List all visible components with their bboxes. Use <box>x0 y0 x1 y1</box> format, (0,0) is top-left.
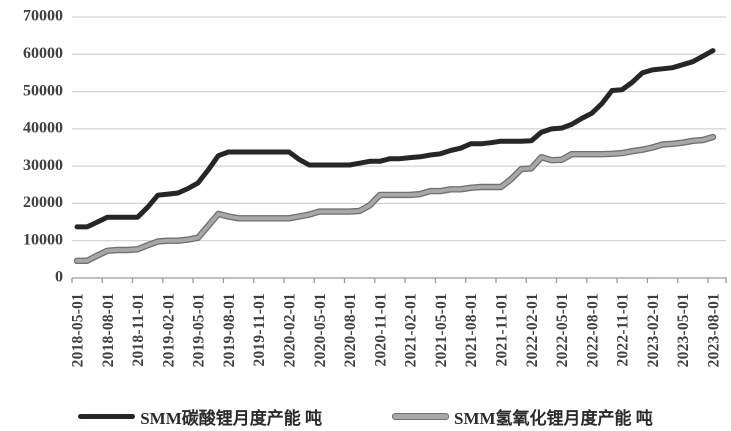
svg-text:2019-05-01: 2019-05-01 <box>191 293 208 367</box>
legend-item-lithium-hydroxide: SMM氢氧化锂月度产能 吨 <box>392 404 653 429</box>
svg-text:2020-08-01: 2020-08-01 <box>342 293 359 367</box>
svg-text:2021-08-01: 2021-08-01 <box>463 293 480 367</box>
series-lithium-hydroxide-line <box>73 133 717 264</box>
series-lithium-carbonate-line <box>74 48 716 230</box>
svg-text:30000: 30000 <box>23 157 63 174</box>
svg-text:2022-02-01: 2022-02-01 <box>524 293 541 367</box>
svg-text:2023-02-01: 2023-02-01 <box>645 293 662 367</box>
x-axis-labels: 2018-05-01 2018-08-01 2018-11-01 2019-02-01… <box>70 293 723 367</box>
svg-text:20000: 20000 <box>23 194 63 211</box>
line-chart: 0 10000 20000 30000 40000 50000 60000 70000 2018… <box>23 8 727 367</box>
svg-text:2022-05-01: 2022-05-01 <box>554 293 571 367</box>
svg-text:70000: 70000 <box>23 8 63 25</box>
svg-text:2019-02-01: 2019-02-01 <box>160 293 177 367</box>
svg-text:10000: 10000 <box>23 231 63 248</box>
legend-label-lithium-hydroxide: SMM氢氧化锂月度产能 吨 <box>454 408 653 428</box>
carbonate-line-swatch-icon <box>78 413 136 419</box>
svg-text:50000: 50000 <box>23 82 63 99</box>
legend-item-lithium-carbonate: SMM碳酸锂月度产能 吨 <box>78 404 322 429</box>
svg-text:0: 0 <box>55 269 63 286</box>
svg-text:60000: 60000 <box>23 45 63 62</box>
x-axis <box>71 277 727 283</box>
svg-text:2021-11-01: 2021-11-01 <box>494 293 511 366</box>
svg-text:2022-11-01: 2022-11-01 <box>615 293 632 366</box>
svg-text:2021-05-01: 2021-05-01 <box>433 293 450 367</box>
svg-text:40000: 40000 <box>23 120 63 137</box>
svg-text:2020-05-01: 2020-05-01 <box>312 293 329 367</box>
svg-text:2019-11-01: 2019-11-01 <box>251 293 268 366</box>
chart-legend: SMM碳酸锂月度产能 吨 SMM氢氧化锂月度产能 吨 <box>0 401 731 431</box>
y-axis-labels: 0 10000 20000 30000 40000 50000 60000 70000 <box>23 8 63 286</box>
svg-text:2023-08-01: 2023-08-01 <box>706 293 723 367</box>
svg-text:2020-02-01: 2020-02-01 <box>282 293 299 367</box>
svg-text:2021-02-01: 2021-02-01 <box>403 293 420 367</box>
svg-text:2023-05-01: 2023-05-01 <box>675 293 692 367</box>
svg-text:2018-05-01: 2018-05-01 <box>70 293 87 367</box>
svg-text:2020-11-01: 2020-11-01 <box>372 293 389 366</box>
svg-text:2018-08-01: 2018-08-01 <box>100 293 117 367</box>
svg-text:2018-11-01: 2018-11-01 <box>130 293 147 366</box>
hydroxide-line-swatch-icon <box>392 412 449 420</box>
legend-label-lithium-carbonate: SMM碳酸锂月度产能 吨 <box>140 408 322 428</box>
gridlines <box>72 16 726 242</box>
svg-text:2022-08-01: 2022-08-01 <box>584 293 601 367</box>
svg-text:2019-08-01: 2019-08-01 <box>221 293 238 367</box>
